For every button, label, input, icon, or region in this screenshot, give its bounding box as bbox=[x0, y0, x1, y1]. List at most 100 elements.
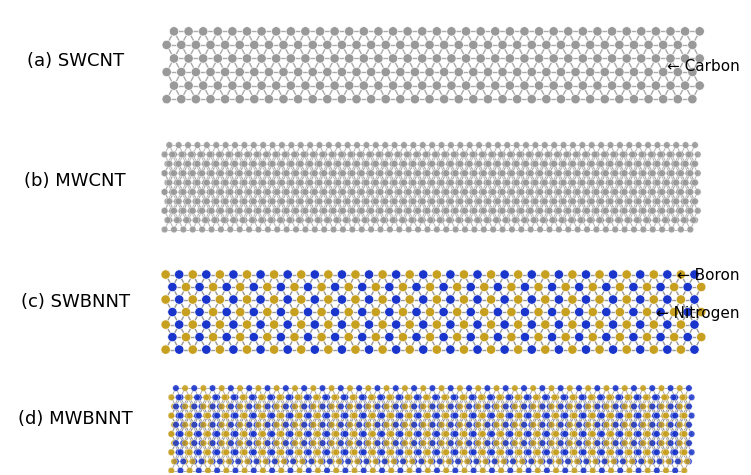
Circle shape bbox=[246, 170, 252, 177]
Circle shape bbox=[349, 412, 356, 419]
Circle shape bbox=[425, 95, 434, 104]
Circle shape bbox=[454, 67, 463, 77]
Circle shape bbox=[372, 142, 379, 148]
Circle shape bbox=[258, 412, 264, 419]
Circle shape bbox=[571, 67, 581, 77]
Circle shape bbox=[647, 151, 654, 158]
Circle shape bbox=[324, 345, 333, 354]
Circle shape bbox=[294, 67, 303, 77]
Circle shape bbox=[629, 440, 635, 446]
Circle shape bbox=[287, 431, 294, 437]
Circle shape bbox=[321, 189, 327, 195]
Circle shape bbox=[626, 412, 632, 419]
Circle shape bbox=[622, 27, 632, 36]
Circle shape bbox=[464, 440, 470, 446]
Circle shape bbox=[211, 198, 218, 205]
Circle shape bbox=[241, 161, 248, 167]
Circle shape bbox=[452, 189, 459, 195]
Circle shape bbox=[560, 161, 567, 167]
Circle shape bbox=[237, 208, 243, 214]
Circle shape bbox=[577, 179, 584, 186]
Circle shape bbox=[331, 412, 338, 419]
Circle shape bbox=[490, 189, 496, 195]
Circle shape bbox=[502, 161, 508, 167]
Circle shape bbox=[356, 458, 363, 465]
Circle shape bbox=[374, 81, 383, 90]
Circle shape bbox=[255, 440, 261, 446]
Circle shape bbox=[194, 179, 201, 186]
Circle shape bbox=[612, 403, 619, 410]
Circle shape bbox=[210, 403, 216, 410]
Circle shape bbox=[207, 189, 213, 195]
Circle shape bbox=[652, 431, 659, 437]
Circle shape bbox=[682, 198, 689, 205]
Circle shape bbox=[199, 189, 206, 195]
Circle shape bbox=[229, 270, 238, 279]
Circle shape bbox=[316, 198, 323, 205]
Circle shape bbox=[191, 403, 198, 410]
Circle shape bbox=[443, 189, 450, 195]
Circle shape bbox=[556, 208, 562, 214]
Circle shape bbox=[586, 67, 595, 77]
Circle shape bbox=[267, 198, 274, 205]
Circle shape bbox=[246, 208, 252, 214]
Circle shape bbox=[386, 412, 393, 419]
Circle shape bbox=[649, 440, 656, 446]
Circle shape bbox=[406, 170, 412, 177]
Circle shape bbox=[337, 320, 347, 329]
Circle shape bbox=[581, 295, 591, 304]
Circle shape bbox=[244, 403, 251, 410]
Circle shape bbox=[310, 440, 317, 446]
Circle shape bbox=[185, 412, 191, 419]
Circle shape bbox=[541, 95, 551, 104]
Circle shape bbox=[310, 403, 317, 410]
Circle shape bbox=[644, 161, 651, 167]
Circle shape bbox=[363, 142, 369, 148]
Circle shape bbox=[415, 226, 421, 233]
Circle shape bbox=[200, 403, 207, 410]
Circle shape bbox=[677, 403, 683, 410]
Circle shape bbox=[186, 431, 193, 437]
Circle shape bbox=[643, 394, 649, 400]
Circle shape bbox=[452, 332, 462, 342]
Circle shape bbox=[229, 320, 238, 329]
Circle shape bbox=[562, 412, 569, 419]
Circle shape bbox=[199, 208, 206, 214]
Circle shape bbox=[349, 170, 356, 177]
Circle shape bbox=[394, 208, 401, 214]
Circle shape bbox=[173, 385, 179, 391]
Circle shape bbox=[345, 27, 354, 36]
Circle shape bbox=[508, 208, 515, 214]
Circle shape bbox=[251, 449, 257, 456]
Circle shape bbox=[528, 403, 535, 410]
Circle shape bbox=[364, 295, 374, 304]
Circle shape bbox=[429, 142, 436, 148]
Circle shape bbox=[687, 208, 694, 214]
Circle shape bbox=[216, 345, 225, 354]
Circle shape bbox=[668, 170, 675, 177]
Circle shape bbox=[415, 431, 422, 437]
Circle shape bbox=[534, 332, 543, 342]
Circle shape bbox=[309, 170, 316, 177]
Circle shape bbox=[466, 421, 472, 428]
Circle shape bbox=[370, 161, 377, 167]
Circle shape bbox=[306, 449, 312, 456]
Circle shape bbox=[333, 449, 339, 456]
Circle shape bbox=[590, 431, 596, 437]
Circle shape bbox=[388, 449, 394, 456]
Circle shape bbox=[464, 421, 470, 428]
Circle shape bbox=[499, 208, 506, 214]
Circle shape bbox=[427, 217, 433, 223]
Circle shape bbox=[697, 282, 706, 292]
Circle shape bbox=[597, 412, 603, 419]
Circle shape bbox=[631, 385, 637, 391]
Circle shape bbox=[283, 151, 290, 158]
Circle shape bbox=[337, 458, 344, 465]
Circle shape bbox=[195, 332, 204, 342]
Circle shape bbox=[659, 226, 665, 233]
Circle shape bbox=[541, 345, 550, 354]
Circle shape bbox=[382, 198, 388, 205]
Circle shape bbox=[395, 431, 402, 437]
Circle shape bbox=[244, 170, 251, 177]
Circle shape bbox=[565, 208, 572, 214]
